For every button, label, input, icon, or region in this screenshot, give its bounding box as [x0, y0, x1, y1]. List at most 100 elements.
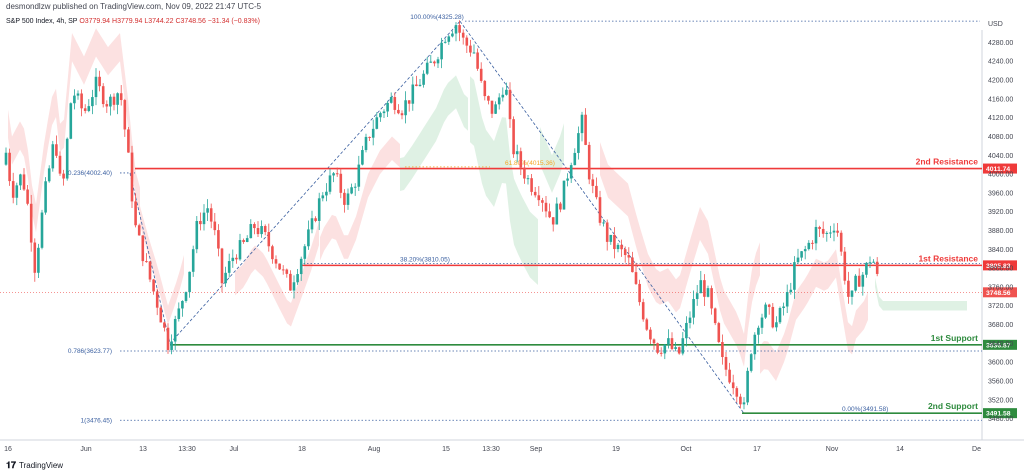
candle-body [458, 25, 461, 33]
candle-body [645, 319, 649, 330]
candle [40, 209, 44, 250]
candle [296, 269, 299, 285]
fib-right-label: 0.00%(3491.58) [842, 406, 888, 413]
candle [235, 254, 238, 264]
candle-body [415, 84, 418, 87]
candle-body [569, 165, 573, 179]
candle [836, 222, 839, 237]
price-tick-label: 3760.00 [988, 284, 1013, 291]
candle-body [663, 344, 667, 354]
candle-body [375, 117, 379, 129]
candle-body [173, 318, 177, 342]
candle [872, 259, 875, 263]
candle-body [40, 212, 44, 248]
candle [202, 204, 206, 231]
candle [703, 274, 706, 307]
candle [245, 235, 249, 243]
candle-body [116, 93, 119, 105]
cloud-segment-9 [875, 277, 967, 311]
candle-body [137, 225, 141, 236]
candle [29, 194, 33, 252]
candlesticks [4, 20, 879, 410]
candle [537, 186, 541, 207]
candle [368, 136, 371, 141]
tradingview-branding[interactable]: 𝟏𝟕 TradingView [6, 460, 63, 471]
candle-body [631, 257, 634, 273]
candle-body [271, 246, 274, 260]
candle-body [721, 342, 724, 358]
candle [695, 284, 699, 306]
candle [764, 302, 767, 319]
candle-body [65, 138, 69, 179]
price-tick-label: 3840.00 [988, 247, 1013, 254]
candle [688, 311, 692, 329]
candle-body [796, 257, 800, 263]
time-tick-label: Oct [681, 446, 692, 453]
candle-body [627, 255, 631, 258]
candle-body [310, 218, 314, 230]
candle-body [739, 396, 742, 405]
price-tick-label: 3640.00 [988, 341, 1013, 348]
candle [389, 92, 393, 104]
candle-body [195, 220, 199, 250]
candle [411, 76, 415, 111]
candle-body [364, 136, 368, 151]
candle [501, 87, 505, 102]
candle [692, 290, 695, 325]
fib-left-label: 1(3476.45) [81, 417, 112, 424]
candle [778, 306, 782, 325]
candle [267, 223, 271, 252]
candle-body [321, 195, 325, 199]
candle-body [130, 152, 134, 202]
candle [681, 332, 685, 356]
candle [47, 165, 51, 183]
candle [170, 334, 173, 355]
candle-body [577, 133, 580, 153]
price-axis[interactable]: 3480.00 3520.00 3560.00 3600.00 3640.00 3680.… [988, 40, 1013, 423]
candle-body [141, 235, 145, 262]
candle-body [591, 179, 595, 186]
candle-body [422, 73, 425, 85]
candle [91, 89, 94, 115]
candle [260, 220, 263, 238]
candle-body [119, 93, 123, 101]
candle-body [425, 62, 429, 74]
cloud-segment-4 [400, 75, 468, 191]
candle [335, 167, 339, 177]
price-tick-label: 3920.00 [988, 209, 1013, 216]
candle [641, 298, 645, 322]
candle [73, 89, 76, 110]
symbol-legend: S&P 500 Index, 4h, SP O3779.94 H3779.94 … [6, 18, 260, 25]
candle [807, 240, 811, 251]
candle [465, 35, 469, 53]
candle [742, 397, 746, 410]
candle [508, 82, 512, 128]
candle [281, 265, 285, 275]
candle [328, 168, 332, 195]
candle [371, 119, 375, 146]
candle-body [562, 180, 566, 210]
candle [321, 192, 325, 202]
candle-body [123, 100, 127, 130]
candle [361, 145, 364, 166]
candle-body [69, 103, 73, 139]
candle [753, 332, 757, 360]
candle-body [249, 224, 253, 239]
candle-body [652, 339, 656, 344]
candle-body [641, 302, 645, 320]
candle-body [325, 191, 328, 196]
time-axis[interactable]: 16 Jun 13 13:30 Jul 18 Aug 15 13:30 Sep 19 Oct 17 Nov… [4, 446, 981, 453]
candle-body [749, 354, 753, 371]
candle-body [695, 293, 699, 300]
candle-body [4, 152, 8, 165]
candle [451, 30, 454, 38]
candle [706, 285, 710, 298]
candle [123, 98, 127, 137]
candle-body [443, 41, 447, 43]
support-resistance-levels: 2nd Resistance 4011.74 1st Resistance 3805.… [0, 157, 1017, 419]
candle-body [19, 174, 22, 186]
candle [314, 216, 317, 223]
candle [519, 147, 523, 176]
candle-body [58, 155, 62, 174]
